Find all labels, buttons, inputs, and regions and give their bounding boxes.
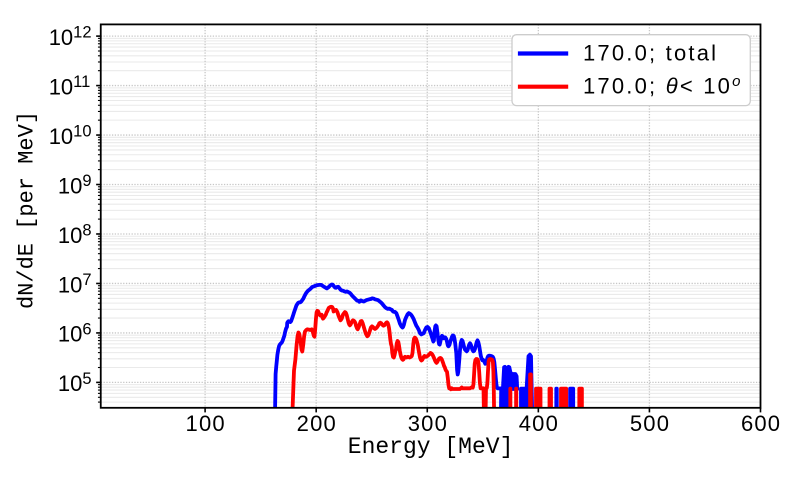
svg-text:Energy [MeV]: Energy [MeV] bbox=[348, 434, 514, 460]
svg-text:100: 100 bbox=[186, 411, 226, 436]
svg-text:170.0; θ< 10o: 170.0; θ< 10o bbox=[583, 73, 743, 99]
svg-text:600: 600 bbox=[741, 411, 781, 436]
svg-text:500: 500 bbox=[630, 411, 670, 436]
svg-text:dN/dE [per MeV]: dN/dE [per MeV] bbox=[15, 111, 40, 309]
svg-text:1012: 1012 bbox=[49, 24, 92, 50]
svg-text:300: 300 bbox=[408, 411, 448, 436]
svg-text:170.0; total: 170.0; total bbox=[583, 40, 718, 65]
svg-text:400: 400 bbox=[519, 411, 559, 436]
svg-text:200: 200 bbox=[297, 411, 337, 436]
